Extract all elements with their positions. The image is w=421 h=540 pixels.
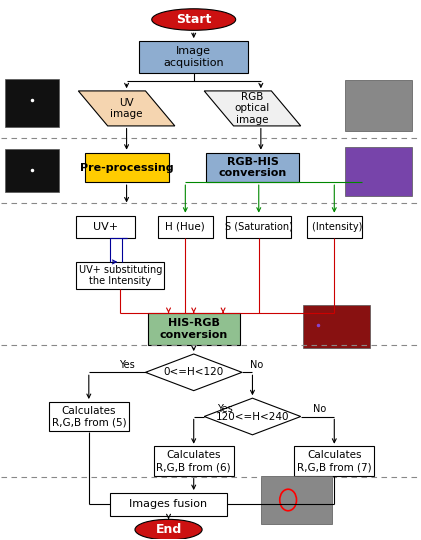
Text: UV
image: UV image [110,98,143,119]
FancyBboxPatch shape [139,41,248,73]
Polygon shape [78,91,175,126]
Bar [5,79,59,127]
FancyBboxPatch shape [154,447,234,476]
FancyBboxPatch shape [110,493,227,516]
FancyBboxPatch shape [85,153,168,183]
Text: Yes: Yes [119,360,134,370]
FancyBboxPatch shape [158,215,213,238]
Text: No: No [250,360,264,370]
FancyBboxPatch shape [147,313,240,346]
Text: Calculates
R,G,B from (5): Calculates R,G,B from (5) [51,406,126,427]
Text: No: No [313,404,326,414]
Text: Start: Start [176,13,211,26]
Polygon shape [204,398,301,435]
FancyBboxPatch shape [76,215,135,238]
Bar [303,305,370,348]
Text: Yes: Yes [217,404,233,414]
Text: UV+ substituting
the Intensity: UV+ substituting the Intensity [79,265,162,286]
Bar [5,149,59,192]
FancyBboxPatch shape [49,402,129,431]
Text: Calculates
R,G,B from (7): Calculates R,G,B from (7) [297,450,372,472]
FancyBboxPatch shape [307,215,362,238]
Text: I (Intensity): I (Intensity) [306,222,362,232]
Polygon shape [146,354,242,390]
FancyBboxPatch shape [226,215,291,238]
Text: 0<=H<120: 0<=H<120 [164,367,224,377]
FancyBboxPatch shape [206,153,298,183]
Ellipse shape [152,9,236,30]
Text: End: End [155,523,182,536]
Bar [345,147,412,195]
Text: Pre-processing: Pre-processing [80,163,173,173]
Polygon shape [204,91,301,126]
Text: Image
acquisition: Image acquisition [163,46,224,68]
Text: 120<=H<240: 120<=H<240 [216,411,289,422]
Bar [345,80,412,131]
FancyBboxPatch shape [294,447,374,476]
Text: H (Hue): H (Hue) [165,222,205,232]
Text: RGB
optical
image: RGB optical image [235,92,270,125]
Ellipse shape [135,519,202,540]
Text: Calculates
R,G,B from (6): Calculates R,G,B from (6) [157,450,231,472]
Bar [261,476,332,524]
Text: HIS-RGB
conversion: HIS-RGB conversion [160,319,228,340]
Text: S (Saturation): S (Saturation) [225,222,293,232]
Text: UV+: UV+ [93,222,118,232]
Text: Images fusion: Images fusion [130,500,208,509]
FancyBboxPatch shape [76,262,164,289]
Text: RGB-HIS
conversion: RGB-HIS conversion [218,157,287,178]
